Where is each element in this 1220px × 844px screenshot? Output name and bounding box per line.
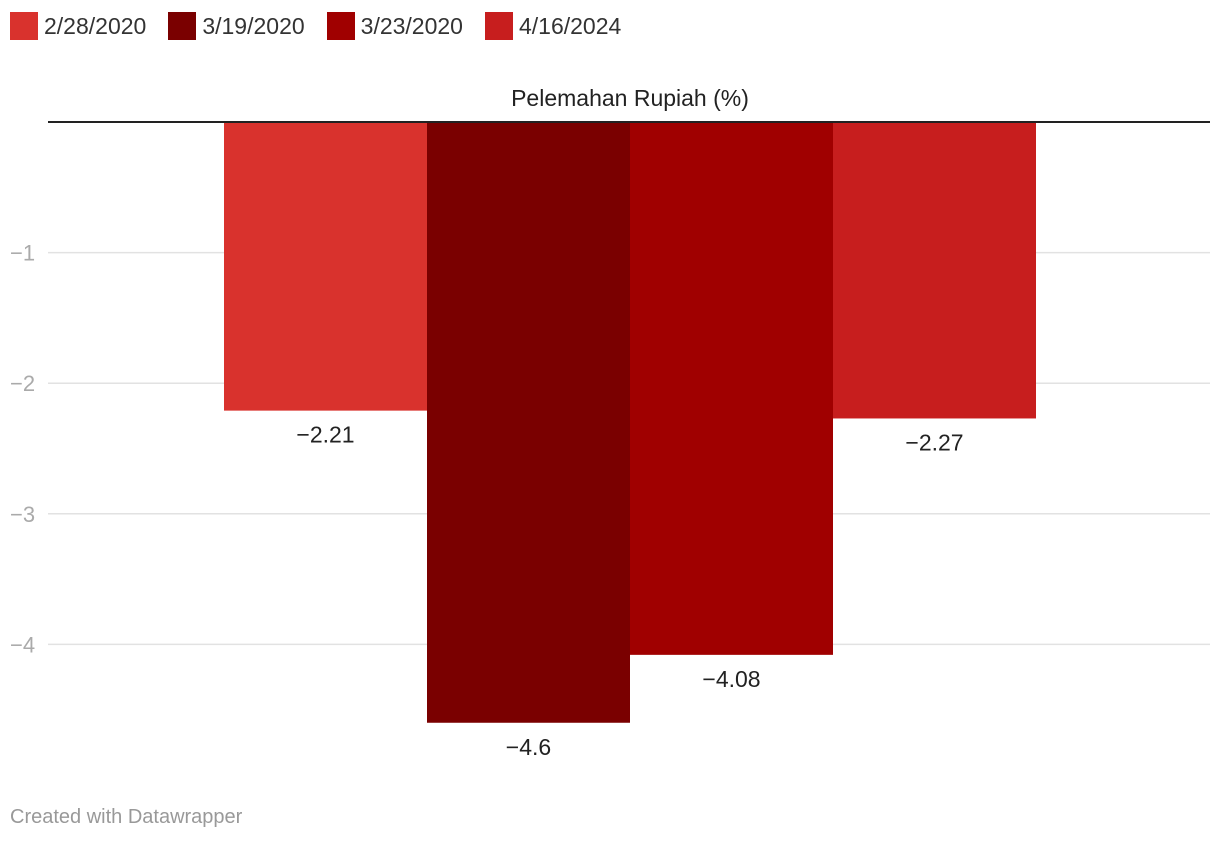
legend-item-3-23-2020: 3/23/2020: [326, 12, 463, 40]
legend-label: 3/19/2020: [202, 12, 305, 39]
legend-item-2-28-2020: 2/28/2020: [10, 12, 146, 40]
legend-label: 4/16/2024: [518, 12, 622, 39]
chart-title: Pelemahan Rupiah (%): [511, 85, 749, 111]
legend-item-3-19-2020: 3/19/2020: [168, 12, 305, 40]
bar: [224, 122, 427, 411]
legend-item-4-16-2024: 4/16/2024: [484, 12, 622, 40]
data-label: −2.27: [905, 429, 963, 455]
y-tick-label: −4: [10, 632, 35, 657]
legend-swatch: [10, 12, 38, 40]
legend-label: 2/28/2020: [44, 12, 147, 39]
y-tick-label: −3: [10, 502, 35, 527]
chart-legend: 2/28/2020 3/19/2020 3/23/2020 4/16/2024: [10, 12, 621, 40]
data-label: −4.08: [702, 666, 760, 692]
legend-label: 3/23/2020: [360, 12, 463, 39]
bar: [630, 122, 833, 655]
legend-swatch: [484, 12, 513, 40]
data-label: −4.6: [506, 734, 551, 760]
bar: [833, 122, 1036, 419]
data-label: −2.21: [296, 422, 354, 448]
legend-swatch: [326, 12, 355, 40]
bar: [427, 122, 630, 723]
y-tick-label: −1: [10, 241, 35, 266]
y-tick-label: −2: [10, 371, 35, 396]
footer-credit: Created with Datawrapper: [10, 806, 243, 828]
bar-chart: Pelemahan Rupiah (%) −1 −2 −3 −4 −2.21 −4.6 −4.…: [10, 85, 1210, 760]
legend-swatch: [168, 12, 197, 40]
